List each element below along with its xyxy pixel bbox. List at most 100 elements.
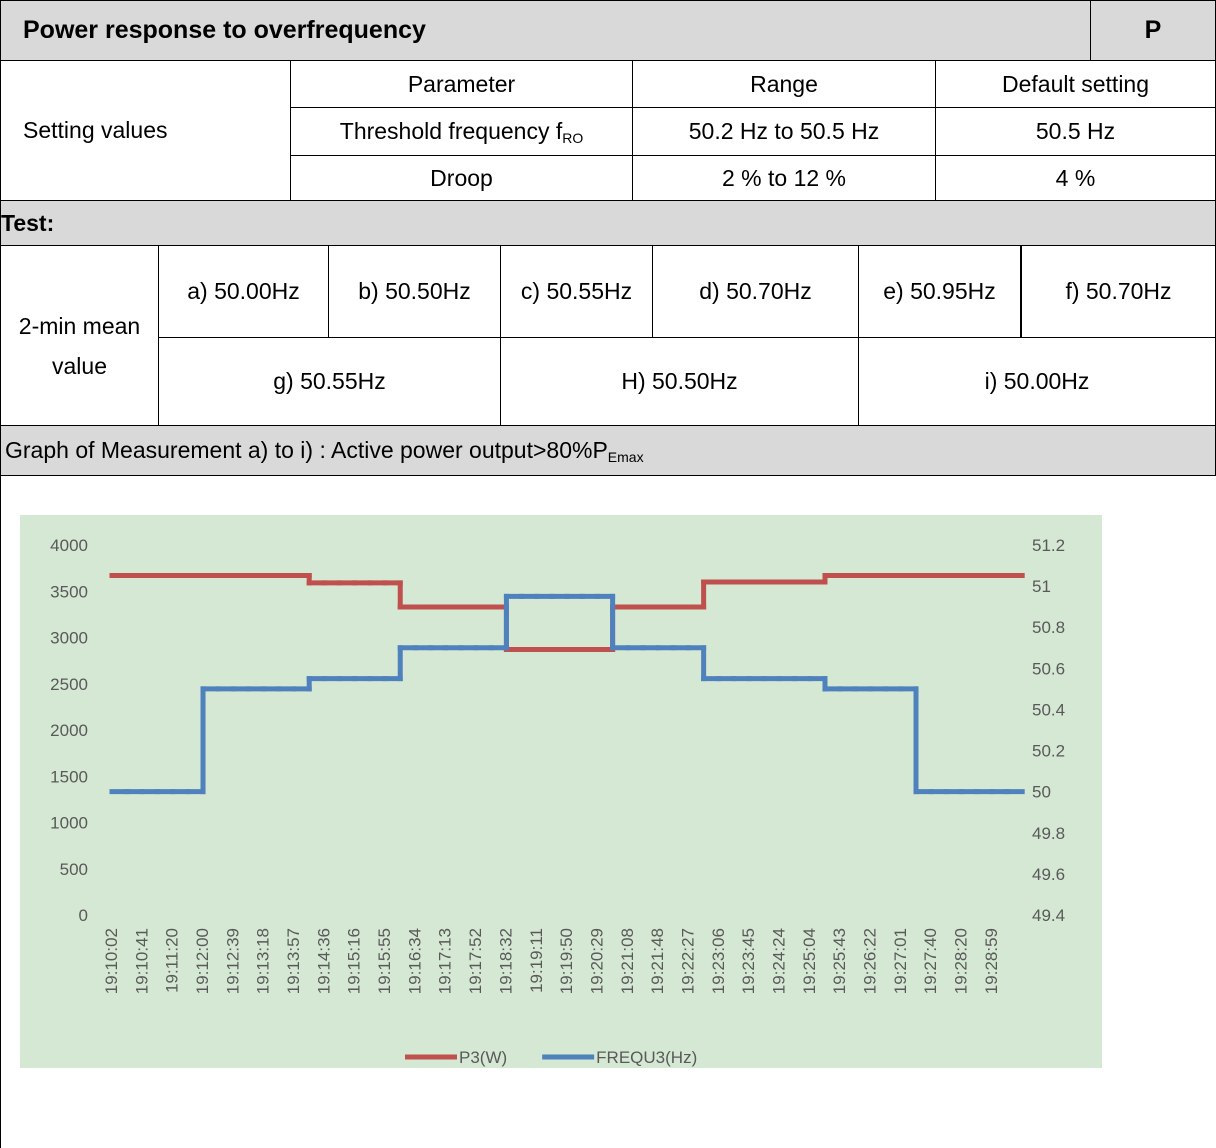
- x-tick-label: 19:12:00: [193, 928, 212, 994]
- x-tick-label: 19:11:20: [163, 928, 182, 993]
- col-head-text: Range: [750, 70, 818, 97]
- settings-label-cell: Setting values: [0, 60, 291, 201]
- y-tick-label: 3500: [50, 582, 88, 601]
- clause-cell: P: [1090, 0, 1216, 61]
- y-tick-label: 2500: [50, 675, 88, 694]
- y2-tick-label: 49.8: [1032, 824, 1065, 843]
- x-tick-label: 19:22:27: [678, 928, 697, 994]
- param-sub: RO: [562, 129, 584, 146]
- x-tick-label: 19:25:43: [830, 928, 849, 994]
- step-cell: i) 50.00Hz: [858, 337, 1216, 426]
- x-tick-label: 19:21:08: [618, 928, 637, 994]
- step: a) 50.00Hz: [187, 278, 300, 304]
- x-tick-label: 19:16:34: [405, 928, 424, 994]
- y-tick-label: 1500: [50, 767, 88, 786]
- step-cell: a) 50.00Hz: [158, 245, 329, 338]
- test-title-cell: Test:: [0, 200, 1216, 246]
- x-tick-label: 19:13:57: [284, 928, 303, 994]
- step-cell: c) 50.55Hz: [500, 245, 653, 338]
- row-label: 2-min mean value: [18, 312, 141, 379]
- clause: P: [1144, 16, 1162, 44]
- x-tick-label: 19:24:24: [769, 928, 788, 994]
- x-tick-label: 19:23:45: [739, 928, 758, 994]
- x-tick-label: 19:15:16: [345, 928, 364, 994]
- y2-tick-label: 50.2: [1032, 742, 1065, 761]
- x-tick-label: 19:21:48: [648, 928, 667, 994]
- x-tick-label: 19:27:40: [921, 928, 940, 994]
- range: 50.2 Hz to 50.5 Hz: [688, 118, 880, 144]
- step: g) 50.55Hz: [273, 368, 386, 394]
- x-tick-label: 19:25:04: [800, 928, 819, 994]
- x-tick-label: 19:12:39: [223, 928, 242, 994]
- y-tick-label: 2000: [50, 721, 88, 740]
- y-tick-label: 3000: [50, 629, 88, 648]
- step: i) 50.00Hz: [984, 368, 1090, 394]
- x-tick-label: 19:28:20: [952, 928, 971, 994]
- y2-tick-label: 49.4: [1032, 906, 1065, 925]
- col-head-text: Parameter: [407, 70, 516, 97]
- step-cell: e) 50.95Hz: [858, 245, 1021, 338]
- legend-label: P3(W): [459, 1048, 507, 1067]
- test-title: Test:: [1, 209, 55, 236]
- step: H) 50.50Hz: [621, 368, 738, 394]
- col-head: Parameter: [290, 60, 633, 108]
- x-tick-label: 19:17:52: [466, 928, 485, 994]
- param: Droop: [430, 164, 493, 191]
- y-tick-label: 1000: [50, 814, 88, 833]
- graph-caption-cell: Graph of Measurement a) to i) : Active p…: [0, 425, 1216, 476]
- row-label-cell: 2-min mean value: [0, 245, 159, 426]
- x-tick-label: 19:18:32: [496, 928, 515, 994]
- col-head-text: Default setting: [1001, 70, 1150, 97]
- y2-tick-label: 49.6: [1032, 865, 1065, 884]
- col-head: Range: [632, 60, 936, 108]
- x-tick-label: 19:23:06: [709, 928, 728, 994]
- step: b) 50.50Hz: [358, 278, 471, 304]
- legend-label: FREQU3(Hz): [596, 1048, 697, 1067]
- step: f) 50.70Hz: [1065, 278, 1172, 304]
- y2-tick-label: 50.6: [1032, 659, 1065, 678]
- title-cell: Power response to overfrequency: [0, 0, 1091, 61]
- y-tick-label: 500: [60, 860, 88, 879]
- step-cell: g) 50.55Hz: [158, 337, 501, 426]
- settings-label: Setting values: [23, 117, 168, 143]
- caption-sub: Emax: [607, 448, 644, 465]
- caption-text: Graph of Measurement a) to i) : Active p…: [5, 436, 608, 463]
- default: 50.5 Hz: [1035, 118, 1116, 144]
- y2-tick-label: 51.2: [1032, 536, 1065, 555]
- y2-tick-label: 50.4: [1032, 700, 1065, 719]
- x-tick-label: 19:10:02: [102, 928, 121, 994]
- graph-caption: Graph of Measurement a) to i) : Active p…: [5, 437, 644, 465]
- step-cell: H) 50.50Hz: [500, 337, 859, 426]
- y2-tick-label: 50.8: [1032, 618, 1065, 637]
- range-cell: 2 % to 12 %: [632, 155, 936, 201]
- step-cell: d) 50.70Hz: [652, 245, 859, 338]
- x-tick-label: 19:15:55: [375, 928, 394, 994]
- x-tick-label: 19:19:50: [557, 928, 576, 994]
- param-text: Threshold frequency f: [339, 117, 563, 144]
- step: e) 50.95Hz: [883, 278, 996, 304]
- range: 2 % to 12 %: [721, 164, 847, 191]
- x-tick-label: 19:17:13: [436, 928, 455, 994]
- y-tick-label: 4000: [50, 536, 88, 555]
- x-tick-label: 19:10:41: [132, 928, 151, 994]
- graph-cell: [0, 475, 1216, 1148]
- default: 4 %: [1055, 164, 1096, 191]
- x-tick-label: 19:20:29: [587, 928, 606, 994]
- step-cell: f) 50.70Hz: [1020, 245, 1216, 338]
- param: Threshold frequency fRO: [340, 118, 583, 146]
- y-tick-label: 0: [79, 906, 88, 925]
- x-tick-label: 19:27:01: [891, 928, 910, 994]
- step: d) 50.70Hz: [699, 278, 812, 304]
- x-tick-label: 19:14:36: [314, 928, 333, 994]
- x-tick-label: 19:19:11: [527, 928, 546, 993]
- x-tick-label: 19:13:18: [254, 928, 273, 994]
- param-cell: Threshold frequency fRO: [290, 107, 633, 156]
- x-tick-label: 19:28:59: [982, 928, 1001, 994]
- default-cell: 50.5 Hz: [935, 107, 1216, 156]
- y2-tick-label: 51: [1032, 577, 1051, 596]
- col-head: Default setting: [935, 60, 1216, 108]
- range-cell: 50.2 Hz to 50.5 Hz: [632, 107, 936, 156]
- step: c) 50.55Hz: [520, 278, 633, 304]
- param-cell: Droop: [290, 155, 633, 201]
